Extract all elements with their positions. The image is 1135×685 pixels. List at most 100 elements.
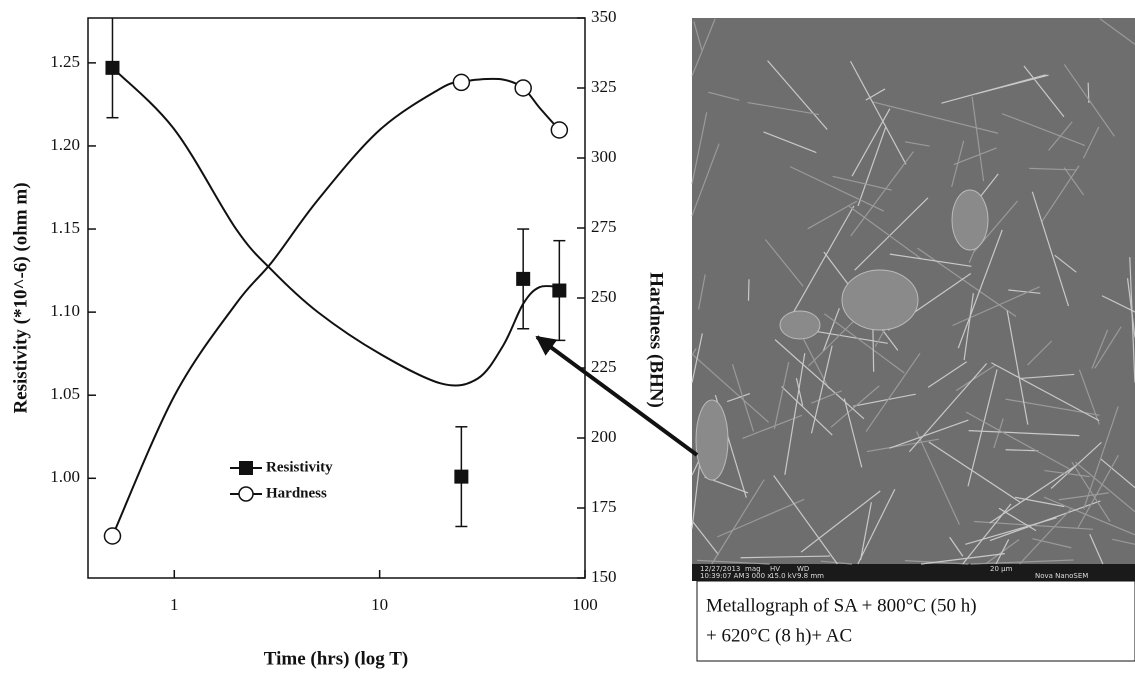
texture-line bbox=[851, 108, 891, 177]
texture-line bbox=[810, 345, 833, 434]
texture-line bbox=[865, 352, 921, 432]
y2-tick-label: 350 bbox=[591, 7, 617, 26]
texture-line bbox=[807, 200, 858, 230]
texture-line bbox=[830, 385, 880, 428]
texture-line bbox=[1063, 167, 1085, 196]
texture-line bbox=[854, 197, 929, 271]
info-text: mag bbox=[745, 565, 761, 573]
info-text: HV bbox=[770, 565, 780, 573]
texture-line bbox=[742, 414, 803, 439]
texture-line bbox=[955, 364, 996, 392]
x-tick-label: 1 bbox=[170, 595, 179, 614]
texture-line bbox=[995, 539, 1010, 565]
info-text: 15.0 kV bbox=[770, 572, 797, 580]
texture-line bbox=[848, 205, 923, 260]
texture-line bbox=[860, 502, 872, 561]
texture-line bbox=[747, 279, 750, 301]
x-axis-title: Time (hrs) (log T) bbox=[264, 648, 408, 669]
texture-line bbox=[872, 101, 999, 134]
texture-line bbox=[784, 353, 806, 475]
y2-tick-label: 175 bbox=[591, 497, 617, 516]
info-text: 12/27/2013 bbox=[700, 565, 740, 573]
texture-line bbox=[927, 361, 968, 388]
y2-tick-label: 200 bbox=[591, 427, 617, 446]
y-axis-title: Resistivity (*10^-6) (ohm m) bbox=[10, 182, 31, 413]
info-text: WD bbox=[797, 565, 809, 573]
texture-line bbox=[1083, 406, 1119, 510]
texture-line bbox=[763, 131, 817, 154]
texture-line bbox=[962, 503, 1012, 565]
y-tick-label: 1.25 bbox=[50, 52, 80, 71]
texture-line bbox=[1091, 329, 1109, 369]
y2-tick-label: 150 bbox=[591, 567, 617, 586]
texture-line bbox=[953, 147, 997, 166]
texture-line bbox=[952, 286, 1040, 327]
y-tick-label: 1.00 bbox=[50, 467, 80, 486]
texture-line bbox=[889, 253, 972, 267]
fit-curve bbox=[111, 67, 560, 387]
texture-line bbox=[866, 438, 940, 453]
texture-line bbox=[968, 430, 1080, 437]
info-text: 9.8 mm bbox=[797, 572, 824, 580]
texture-line bbox=[1008, 289, 1041, 294]
texture-line bbox=[949, 536, 964, 557]
texture-line bbox=[693, 21, 703, 51]
texture-line bbox=[1050, 442, 1102, 489]
texture-line bbox=[691, 333, 703, 384]
texture-line bbox=[1014, 496, 1065, 508]
texture-line bbox=[1058, 492, 1109, 501]
texture-line bbox=[740, 555, 831, 559]
texture-line bbox=[853, 393, 916, 407]
arrow bbox=[535, 335, 699, 457]
texture-line bbox=[773, 475, 838, 565]
texture-line bbox=[692, 354, 769, 423]
texture-line bbox=[1071, 461, 1111, 522]
texture-line bbox=[971, 96, 985, 182]
texture-blob bbox=[695, 399, 729, 481]
data-point bbox=[514, 79, 532, 97]
legend-marker bbox=[239, 461, 253, 475]
texture-line bbox=[1001, 113, 1086, 147]
texture-line bbox=[789, 166, 884, 212]
texture-line bbox=[1100, 458, 1135, 489]
legend-label: Hardness bbox=[266, 485, 327, 501]
texture-line bbox=[928, 441, 1021, 503]
texture-line bbox=[691, 520, 720, 556]
texture-line bbox=[1005, 449, 1039, 452]
texture-line bbox=[1048, 121, 1073, 151]
info-text: 3 000 x bbox=[745, 572, 771, 580]
data-point bbox=[103, 527, 122, 545]
texture-line bbox=[698, 274, 706, 310]
texture-line bbox=[767, 60, 828, 130]
info-text: Nova NanoSEM bbox=[1035, 572, 1088, 580]
texture-line bbox=[708, 91, 740, 101]
texture-blob bbox=[779, 310, 821, 340]
texture-line bbox=[793, 205, 855, 312]
texture-line bbox=[965, 517, 1057, 545]
texture-line bbox=[920, 553, 1005, 565]
y2-tick-label: 325 bbox=[591, 77, 617, 96]
texture-line bbox=[764, 239, 804, 287]
texture-line bbox=[1031, 191, 1070, 307]
texture-line bbox=[773, 361, 790, 429]
data-point bbox=[552, 283, 567, 298]
texture-line bbox=[811, 390, 842, 404]
texture-line bbox=[857, 126, 887, 207]
texture-line bbox=[726, 393, 751, 403]
y2-tick-label: 250 bbox=[591, 287, 617, 306]
texture-line bbox=[967, 369, 998, 487]
info-text: 20 µm bbox=[990, 565, 1013, 573]
texture-line bbox=[800, 490, 881, 553]
texture-line bbox=[691, 18, 716, 77]
texture-line bbox=[1032, 538, 1072, 549]
texture-line bbox=[974, 520, 1093, 530]
info-bar bbox=[692, 564, 1135, 581]
texture-line bbox=[915, 431, 960, 525]
info-text: 10:39:07 AM bbox=[700, 572, 745, 580]
texture-line bbox=[1075, 461, 1135, 513]
texture-line bbox=[1126, 278, 1135, 338]
texture-line bbox=[965, 411, 1070, 470]
data-point bbox=[516, 271, 531, 286]
texture-line bbox=[832, 175, 892, 191]
